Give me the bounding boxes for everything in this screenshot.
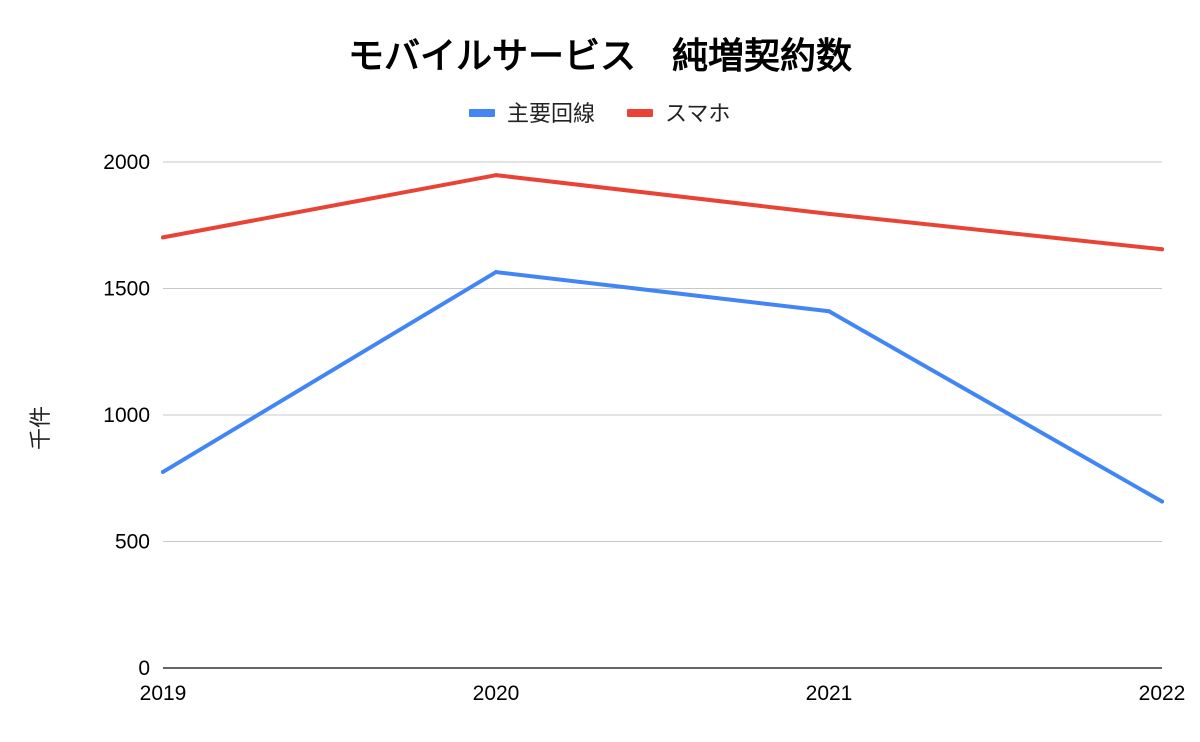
y-axis-label: 千件 xyxy=(29,406,54,450)
data-point xyxy=(494,270,498,275)
legend-swatch xyxy=(627,109,653,117)
y-axis-ticks: 0 500 1000 1500 2000 xyxy=(103,151,150,680)
series-line-1 xyxy=(161,270,1164,504)
x-tick-label: 2021 xyxy=(806,682,853,705)
data-point xyxy=(1160,499,1164,504)
y-tick-label: 1500 xyxy=(103,278,150,301)
x-tick-label: 2019 xyxy=(140,682,187,705)
x-tick-label: 2022 xyxy=(1139,682,1186,705)
y-tick-label: 500 xyxy=(115,531,150,554)
legend-label: 主要回線 xyxy=(507,102,595,127)
data-point xyxy=(1160,247,1164,252)
y-tick-label: 0 xyxy=(138,657,150,680)
gridlines xyxy=(163,161,1162,542)
data-point xyxy=(161,469,165,474)
data-point xyxy=(827,211,831,216)
data-point xyxy=(494,173,498,178)
x-axis-ticks: 2019 2020 2021 2022 xyxy=(140,682,1186,705)
y-tick-label: 1000 xyxy=(103,404,150,427)
data-point xyxy=(827,309,831,314)
legend-item: スマホ xyxy=(627,102,730,127)
legend-item: 主要回線 xyxy=(469,102,595,127)
y-tick-label: 2000 xyxy=(103,151,150,174)
series-line-2 xyxy=(161,173,1164,252)
x-tick-label: 2020 xyxy=(473,682,520,705)
data-point xyxy=(161,235,165,240)
legend-swatch xyxy=(469,109,495,117)
series-lines xyxy=(161,173,1164,504)
legend: 主要回線 スマホ xyxy=(469,102,730,127)
legend-label: スマホ xyxy=(665,102,730,127)
chart-title: モバイルサービス 純増契約数 xyxy=(348,36,852,77)
